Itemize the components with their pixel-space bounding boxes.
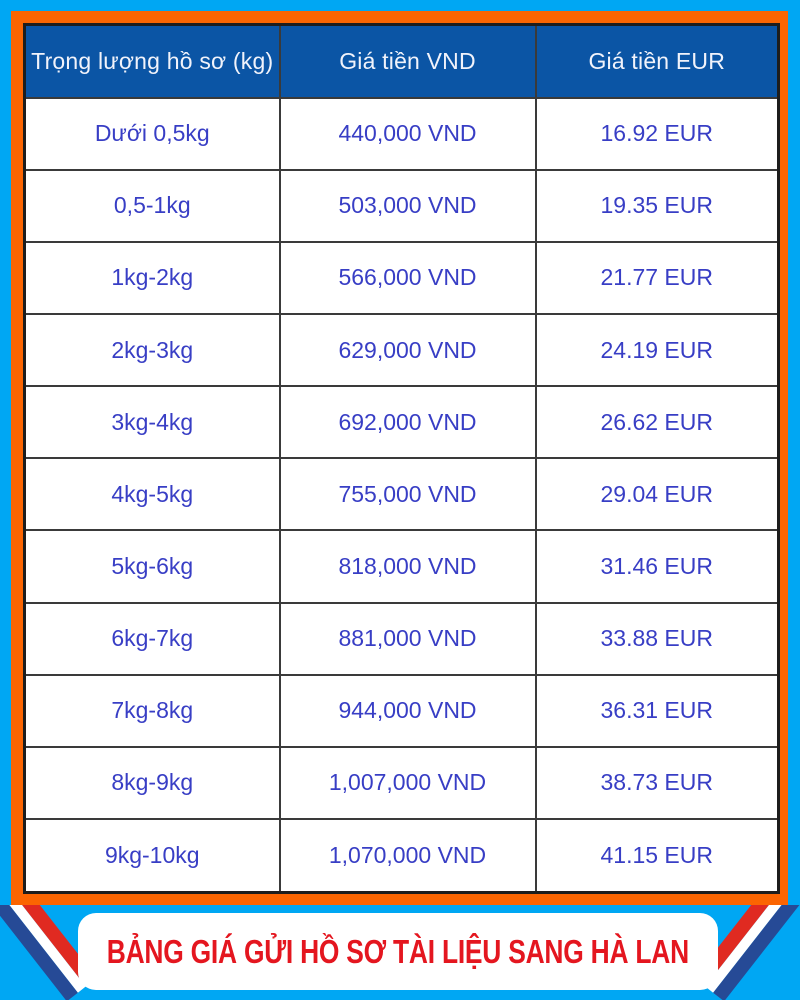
eur-cell: 41.15 EUR bbox=[534, 818, 780, 894]
table-row: 5kg-6kg 818,000 VND 31.46 EUR bbox=[23, 529, 780, 604]
poster-title: BẢNG GIÁ GỬI HỒ SƠ TÀI LIỆU SANG HÀ LAN bbox=[106, 932, 690, 970]
price-table: Trọng lượng hồ sơ (kg) Giá tiền VND Giá … bbox=[23, 23, 780, 894]
weight-cell: 2kg-3kg bbox=[23, 312, 281, 388]
table-row: 3kg-4kg 692,000 VND 26.62 EUR bbox=[23, 385, 780, 460]
vnd-cell: 503,000 VND bbox=[278, 168, 537, 243]
table-row: 6kg-7kg 881,000 VND 33.88 EUR bbox=[23, 601, 780, 676]
eur-cell: 31.46 EUR bbox=[534, 529, 780, 604]
vnd-cell: 692,000 VND bbox=[278, 385, 537, 460]
weight-cell: 5kg-6kg bbox=[23, 529, 281, 604]
eur-cell: 21.77 EUR bbox=[534, 240, 780, 315]
vnd-cell: 881,000 VND bbox=[278, 601, 537, 676]
vnd-cell: 440,000 VND bbox=[278, 96, 537, 171]
weight-cell: 6kg-7kg bbox=[23, 601, 281, 676]
weight-cell: 4kg-5kg bbox=[23, 457, 281, 532]
vnd-cell: 566,000 VND bbox=[278, 240, 537, 315]
weight-cell: 0,5-1kg bbox=[23, 168, 281, 243]
table-row: 4kg-5kg 755,000 VND 29.04 EUR bbox=[23, 457, 780, 532]
vnd-cell: 1,070,000 VND bbox=[278, 818, 537, 894]
weight-cell: 8kg-9kg bbox=[23, 745, 281, 821]
header-weight: Trọng lượng hồ sơ (kg) bbox=[23, 23, 281, 99]
table-row: 0,5-1kg 503,000 VND 19.35 EUR bbox=[23, 168, 780, 243]
eur-cell: 36.31 EUR bbox=[534, 673, 780, 748]
footer-band: BẢNG GIÁ GỬI HỒ SƠ TÀI LIỆU SANG HÀ LAN bbox=[0, 905, 800, 1000]
eur-cell: 16.92 EUR bbox=[534, 96, 780, 171]
eur-cell: 33.88 EUR bbox=[534, 601, 780, 676]
header-price-vnd: Giá tiền VND bbox=[278, 23, 537, 99]
vnd-cell: 755,000 VND bbox=[278, 457, 537, 532]
weight-cell: Dưới 0,5kg bbox=[23, 96, 281, 171]
vnd-cell: 629,000 VND bbox=[278, 312, 537, 388]
eur-cell: 19.35 EUR bbox=[534, 168, 780, 243]
weight-cell: 3kg-4kg bbox=[23, 385, 281, 460]
table-row: 2kg-3kg 629,000 VND 24.19 EUR bbox=[23, 312, 780, 388]
table-row: 1kg-2kg 566,000 VND 21.77 EUR bbox=[23, 240, 780, 315]
eur-cell: 38.73 EUR bbox=[534, 745, 780, 821]
eur-cell: 24.19 EUR bbox=[534, 312, 780, 388]
table-row: 9kg-10kg 1,070,000 VND 41.15 EUR bbox=[23, 818, 780, 894]
eur-cell: 26.62 EUR bbox=[534, 385, 780, 460]
weight-cell: 9kg-10kg bbox=[23, 818, 281, 894]
table-row: 8kg-9kg 1,007,000 VND 38.73 EUR bbox=[23, 745, 780, 821]
vnd-cell: 818,000 VND bbox=[278, 529, 537, 604]
header-price-eur: Giá tiền EUR bbox=[534, 23, 780, 99]
eur-cell: 29.04 EUR bbox=[534, 457, 780, 532]
weight-cell: 7kg-8kg bbox=[23, 673, 281, 748]
table-row: Dưới 0,5kg 440,000 VND 16.92 EUR bbox=[23, 96, 780, 171]
table-row: 7kg-8kg 944,000 VND 36.31 EUR bbox=[23, 673, 780, 748]
weight-cell: 1kg-2kg bbox=[23, 240, 281, 315]
vnd-cell: 944,000 VND bbox=[278, 673, 537, 748]
title-banner: BẢNG GIÁ GỬI HỒ SƠ TÀI LIỆU SANG HÀ LAN bbox=[78, 913, 718, 990]
table-header-row: Trọng lượng hồ sơ (kg) Giá tiền VND Giá … bbox=[23, 23, 780, 99]
vnd-cell: 1,007,000 VND bbox=[278, 745, 537, 821]
